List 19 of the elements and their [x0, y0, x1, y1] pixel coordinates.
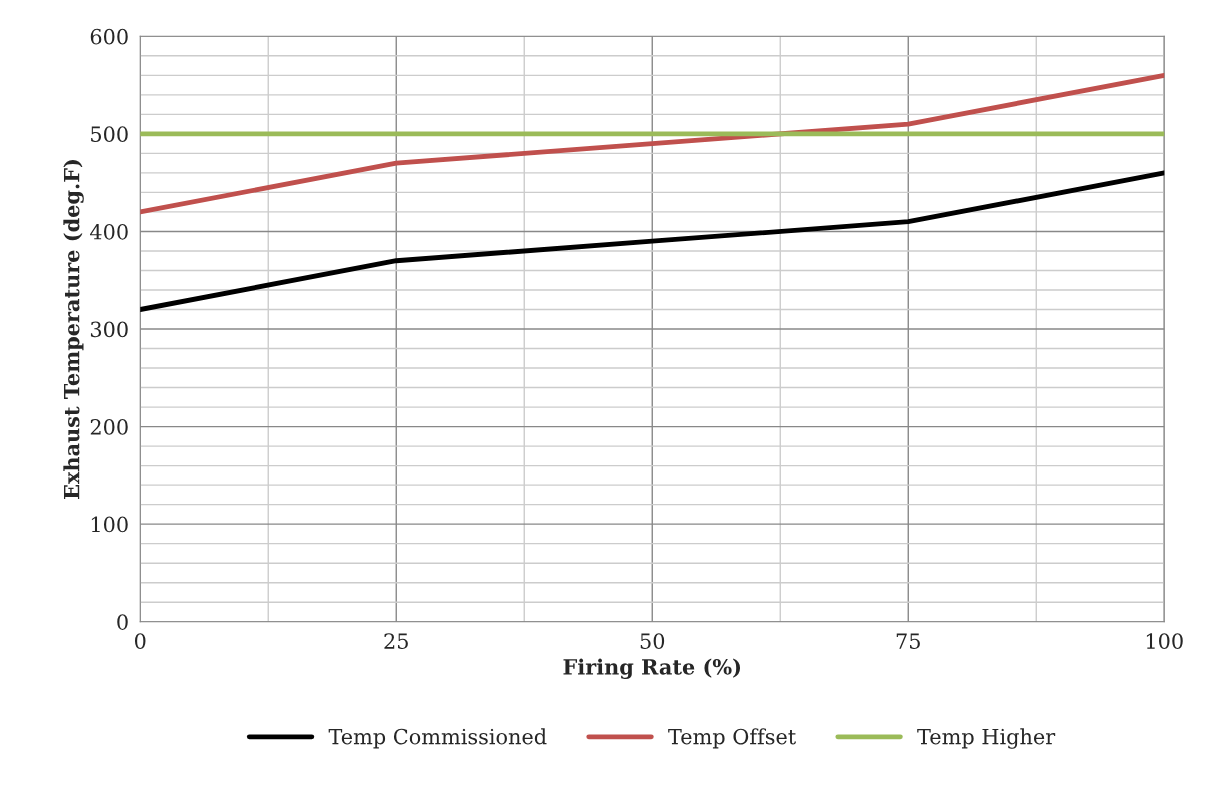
x-tick-label: 25 — [384, 633, 408, 649]
x-tick-label: 75 — [896, 633, 920, 649]
line-series — [140, 72, 1165, 215]
y-tick-label: 300 — [90, 321, 128, 338]
y-tick-label: 200 — [90, 419, 128, 435]
y-tick-label: 500 — [91, 126, 128, 143]
y-tick-label: 400 — [90, 223, 128, 240]
legend-label: Temp Offset — [668, 728, 797, 749]
y-tick-label: 100 — [91, 516, 128, 533]
x-tick-label: 100 — [1146, 633, 1183, 649]
y-tick-label: 0 — [117, 614, 128, 630]
legend-label: Temp Higher — [917, 728, 1056, 749]
legend-label: Temp Commissioned — [328, 728, 547, 749]
x-tick-label: 50 — [640, 633, 665, 649]
x-tick-label: 0 — [134, 633, 146, 649]
y-axis-title: Exhaust Temperature (deg.F) — [63, 160, 84, 499]
x-axis-title: Firing Rate (%) — [563, 658, 741, 680]
y-tick-label: 600 — [90, 28, 128, 45]
line-series — [140, 170, 1165, 312]
